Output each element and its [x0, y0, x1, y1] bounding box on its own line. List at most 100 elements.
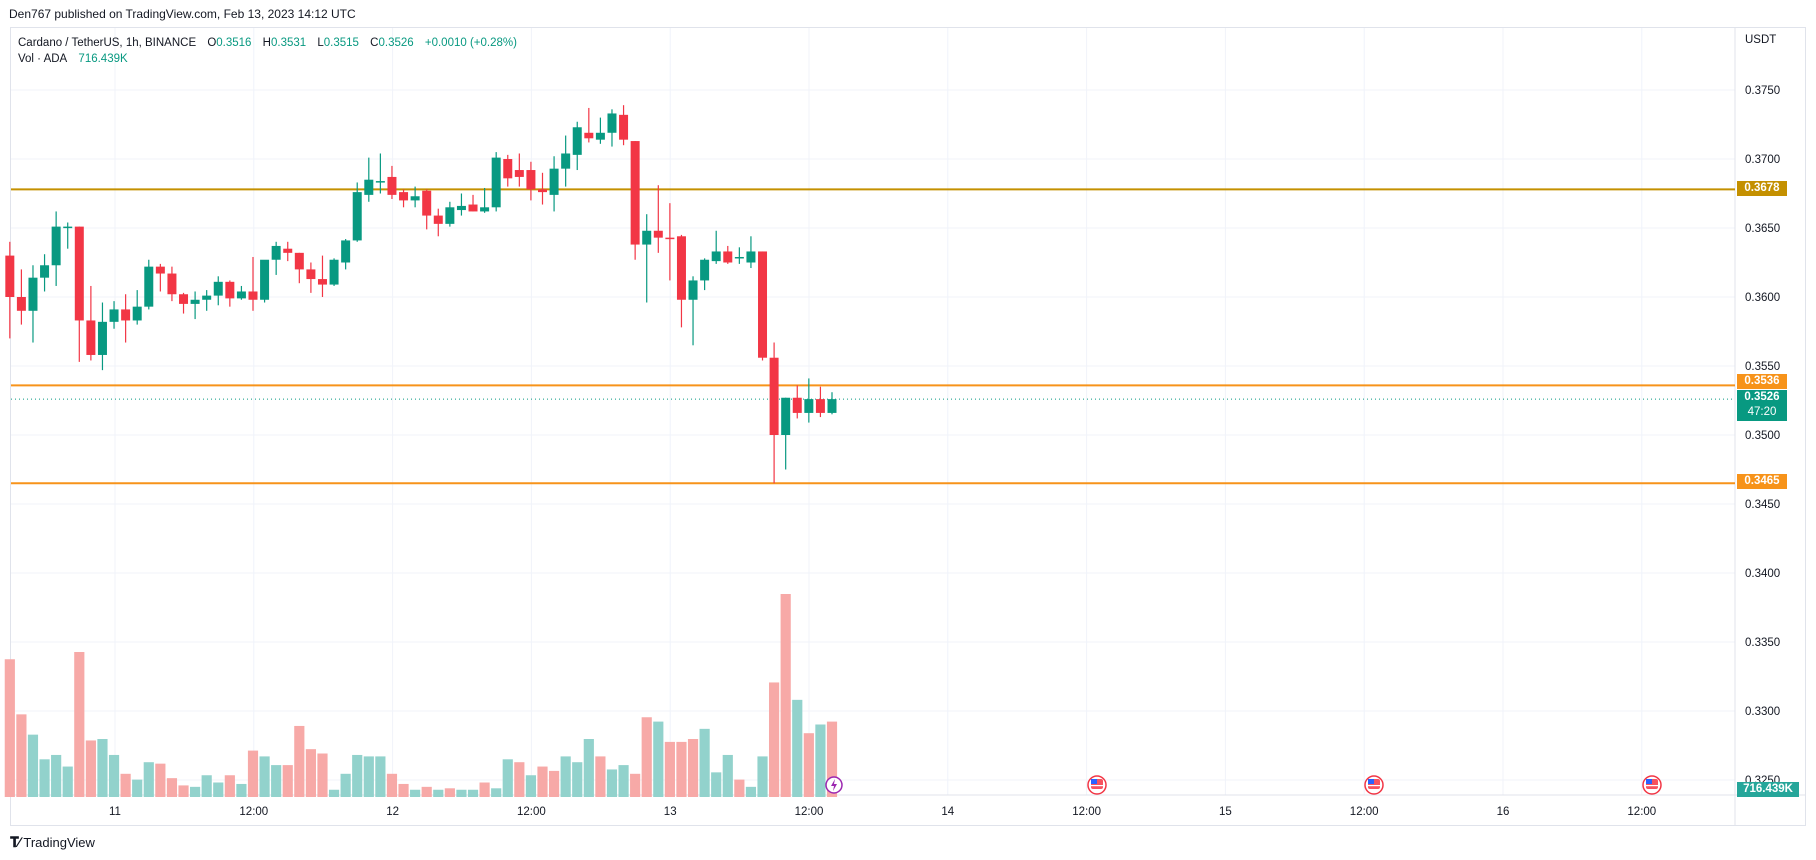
candle — [132, 290, 142, 325]
volume-bar — [190, 786, 201, 797]
volume-bar — [502, 759, 513, 797]
candle — [271, 241, 281, 275]
volume-bar — [178, 785, 189, 797]
current-price: 0.3526 — [1744, 391, 1780, 403]
candle — [781, 397, 791, 470]
candle — [792, 385, 802, 419]
candle — [549, 156, 559, 212]
candle — [341, 239, 351, 270]
price-tag-0.3465: 0.3465 — [1737, 474, 1787, 489]
volume-bar — [641, 717, 652, 797]
volume-bar — [687, 739, 699, 797]
candle — [74, 226, 84, 362]
candle — [572, 121, 582, 171]
volume-bar — [734, 779, 745, 797]
volume-bar — [74, 652, 85, 797]
volume-bar — [16, 714, 27, 797]
chart-frame[interactable] — [10, 27, 1806, 826]
us-flag-event-icon[interactable] — [1642, 775, 1662, 795]
time-tick: 13 — [664, 806, 677, 818]
candle — [688, 276, 698, 346]
candle — [514, 153, 524, 187]
candle — [236, 285, 246, 300]
volume-bar — [363, 756, 374, 797]
candle — [619, 105, 629, 146]
volume-bar — [317, 753, 328, 797]
candle — [410, 186, 420, 208]
tradingview-logo-icon[interactable]: 𝐓∕ — [10, 834, 20, 850]
volume-bar — [271, 765, 282, 797]
price-tick: 0.3700 — [1745, 154, 1780, 166]
volume-bar — [653, 721, 664, 797]
volume-bar — [375, 756, 386, 797]
time-tick: 12:00 — [1627, 806, 1656, 818]
volume-bar — [27, 734, 39, 797]
footer-brand[interactable]: TradingView — [23, 835, 95, 850]
candle — [584, 107, 594, 143]
price-tick: 0.3400 — [1745, 568, 1780, 580]
volume-bar — [769, 682, 780, 797]
candle — [665, 203, 675, 281]
volume-bar — [247, 750, 259, 797]
candle — [387, 165, 397, 200]
price-tick: 0.3550 — [1745, 361, 1780, 373]
candle — [607, 109, 617, 147]
candle — [456, 193, 466, 216]
candle — [815, 386, 825, 418]
candle — [202, 290, 212, 311]
volume-bar — [352, 754, 363, 797]
candle — [352, 182, 362, 242]
candle — [213, 276, 223, 306]
volume-bar — [259, 756, 270, 797]
time-tick: 12:00 — [795, 806, 824, 818]
volume-bar — [780, 594, 791, 797]
candle — [595, 117, 605, 144]
volume-bar — [108, 754, 120, 797]
candle — [468, 194, 478, 212]
currency-label[interactable]: USDT — [1745, 34, 1777, 46]
candle — [769, 342, 779, 484]
candle — [97, 302, 107, 371]
published-byline: Den767 published on TradingView.com, Feb… — [9, 7, 356, 21]
candle — [445, 201, 455, 227]
candle — [109, 301, 119, 329]
candle — [63, 222, 73, 249]
volume-bar — [410, 789, 421, 797]
time-tick: 12:00 — [1350, 806, 1379, 818]
price-tick: 0.3650 — [1745, 223, 1780, 235]
price-tag-0.3678: 0.3678 — [1737, 181, 1787, 196]
volume-bar — [537, 766, 548, 797]
time-tick: 11 — [109, 806, 121, 818]
us-flag-event-icon[interactable] — [1364, 775, 1384, 795]
candle — [630, 141, 640, 260]
volume-bar — [328, 789, 340, 797]
candle — [723, 245, 733, 264]
candle — [642, 214, 652, 303]
candle — [248, 256, 258, 311]
candle — [306, 262, 316, 293]
time-tick: 12:00 — [1072, 806, 1101, 818]
volume-bar — [132, 779, 143, 797]
candle — [121, 294, 131, 343]
candle — [491, 152, 501, 212]
legend-ohlc-row: Cardano / TetherUS, 1h, BINANCE O0.3516 … — [18, 37, 517, 49]
candle — [190, 291, 200, 320]
candle — [144, 259, 154, 310]
legend-volume-label[interactable]: Vol · ADA — [18, 53, 68, 65]
candle — [155, 263, 165, 292]
candle — [329, 258, 339, 286]
volume-bar — [456, 789, 467, 797]
candle — [804, 378, 814, 423]
legend-symbol[interactable]: Cardano / TetherUS, 1h, BINANCE — [18, 37, 197, 49]
us-flag-event-icon[interactable] — [1087, 775, 1107, 795]
candle — [294, 252, 304, 284]
lightning-event-icon[interactable] — [825, 776, 843, 794]
candle — [283, 241, 293, 262]
current-price-tag: 0.3526 47:20 — [1737, 390, 1787, 421]
volume-bar — [201, 775, 212, 797]
volume-bar — [305, 749, 316, 797]
volume-bar — [826, 721, 838, 797]
volume-bar — [282, 765, 293, 797]
volume-bar — [398, 783, 409, 797]
